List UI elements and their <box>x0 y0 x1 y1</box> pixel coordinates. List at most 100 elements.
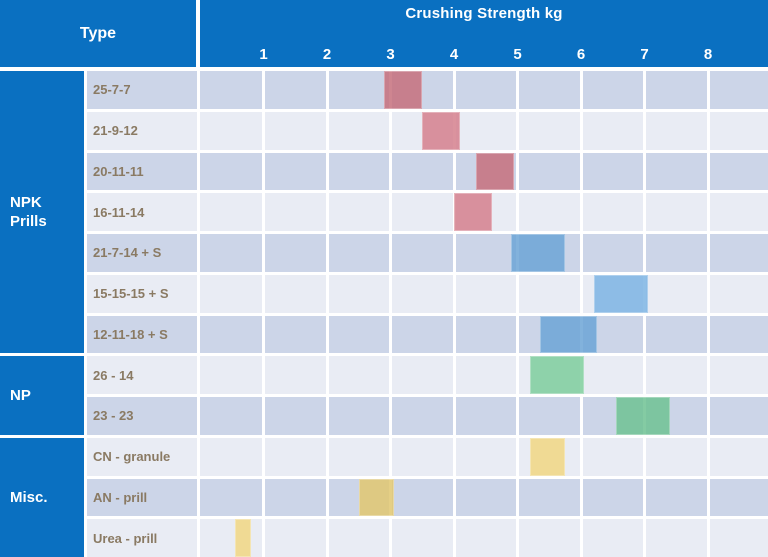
grid-line <box>643 111 646 150</box>
grid-line <box>516 315 519 354</box>
grid-line <box>579 519 583 557</box>
grid-line <box>452 519 456 557</box>
range-bar <box>511 234 566 272</box>
grid-line <box>452 152 456 191</box>
grid-line <box>262 315 265 354</box>
x-axis-ticks: 1 2 3 4 5 6 7 8 <box>200 0 768 67</box>
grid-line <box>262 274 265 313</box>
table-row: 15-15-15 + S <box>87 274 768 313</box>
grid-line <box>643 152 646 191</box>
range-bar <box>384 71 423 109</box>
grid-line <box>452 274 456 313</box>
category-label: Misc. <box>10 488 48 506</box>
row-chart-cell <box>200 193 768 231</box>
row-label: 21-9-12 <box>87 111 197 150</box>
grid-line <box>389 274 392 313</box>
grid-line <box>643 356 646 394</box>
grid-line <box>516 111 519 150</box>
grid-line <box>579 274 583 313</box>
row-chart-cell <box>200 71 768 109</box>
grid-line <box>579 152 583 191</box>
range-bar <box>454 193 493 231</box>
grid-line <box>452 437 456 476</box>
grid-line <box>579 234 583 272</box>
grid-line <box>262 437 265 476</box>
row-chart-cell <box>200 111 768 150</box>
grid-line <box>579 437 583 476</box>
grid-line <box>325 111 329 150</box>
range-bar <box>539 315 597 354</box>
grid-line <box>262 152 265 191</box>
grid-line <box>643 437 646 476</box>
table-row: CN - granule <box>87 437 768 476</box>
grid-line <box>325 315 329 354</box>
grid-line <box>706 397 710 435</box>
grid-line <box>325 519 329 557</box>
grid-line <box>516 519 519 557</box>
grid-line <box>389 234 392 272</box>
row-label: Urea - prill <box>87 519 197 557</box>
row-label: 12-11-18 + S <box>87 315 197 354</box>
grid-line <box>262 478 265 517</box>
row-chart-cell <box>200 478 768 517</box>
row-label: AN - prill <box>87 478 197 517</box>
grid-line <box>706 111 710 150</box>
row-label: 20-11-11 <box>87 152 197 191</box>
grid-line <box>706 356 710 394</box>
range-bar <box>530 437 566 476</box>
type-header-cell: Type <box>0 0 196 67</box>
grid-line <box>452 478 456 517</box>
grid-line <box>516 193 519 231</box>
grid-line <box>262 397 265 435</box>
table-row: 12-11-18 + S <box>87 315 768 354</box>
row-chart-cell <box>200 397 768 435</box>
x-axis-tick: 3 <box>386 46 395 63</box>
grid-line <box>389 111 392 150</box>
table-row: 21-9-12 <box>87 111 768 150</box>
grid-line <box>389 315 392 354</box>
table-row: 20-11-11 <box>87 152 768 191</box>
row-label: 15-15-15 + S <box>87 274 197 313</box>
grid-line <box>643 193 646 231</box>
grid-line <box>389 193 392 231</box>
row-chart-cell <box>200 437 768 476</box>
table-row: 23 - 23 <box>87 397 768 435</box>
grid-line <box>706 71 710 109</box>
grid-line <box>262 193 265 231</box>
range-bar <box>358 478 394 517</box>
grid-line <box>516 437 519 476</box>
grid-line <box>452 397 456 435</box>
grid-line <box>643 478 646 517</box>
grid-line <box>262 356 265 394</box>
grid-line <box>516 152 519 191</box>
row-label: 23 - 23 <box>87 397 197 435</box>
table-row: 21-7-14 + S <box>87 234 768 272</box>
row-chart-cell <box>200 519 768 557</box>
grid-line <box>325 152 329 191</box>
grid-line <box>389 152 392 191</box>
row-label: 16-11-14 <box>87 193 197 231</box>
category-cell: Misc. <box>0 437 84 557</box>
x-axis-tick: 7 <box>640 46 649 63</box>
range-bar <box>530 356 585 394</box>
chart-title: Crushing Strength kg <box>405 5 563 22</box>
grid-line <box>706 315 710 354</box>
grid-line <box>262 71 265 109</box>
grid-line <box>262 234 265 272</box>
row-chart-cell <box>200 274 768 313</box>
category-cell: NPK Prills <box>0 71 84 354</box>
grid-line <box>389 519 392 557</box>
grid-line <box>706 437 710 476</box>
range-bar <box>476 152 515 191</box>
row-chart-cell <box>200 152 768 191</box>
grid-line <box>706 478 710 517</box>
table-row: AN - prill <box>87 478 768 517</box>
type-header-label: Type <box>79 24 117 42</box>
row-chart-cell <box>200 315 768 354</box>
grid-line <box>643 519 646 557</box>
x-axis-tick: 6 <box>576 46 586 63</box>
row-chart-cell <box>200 356 768 394</box>
grid-line <box>325 71 329 109</box>
row-label: 21-7-14 + S <box>87 234 197 272</box>
